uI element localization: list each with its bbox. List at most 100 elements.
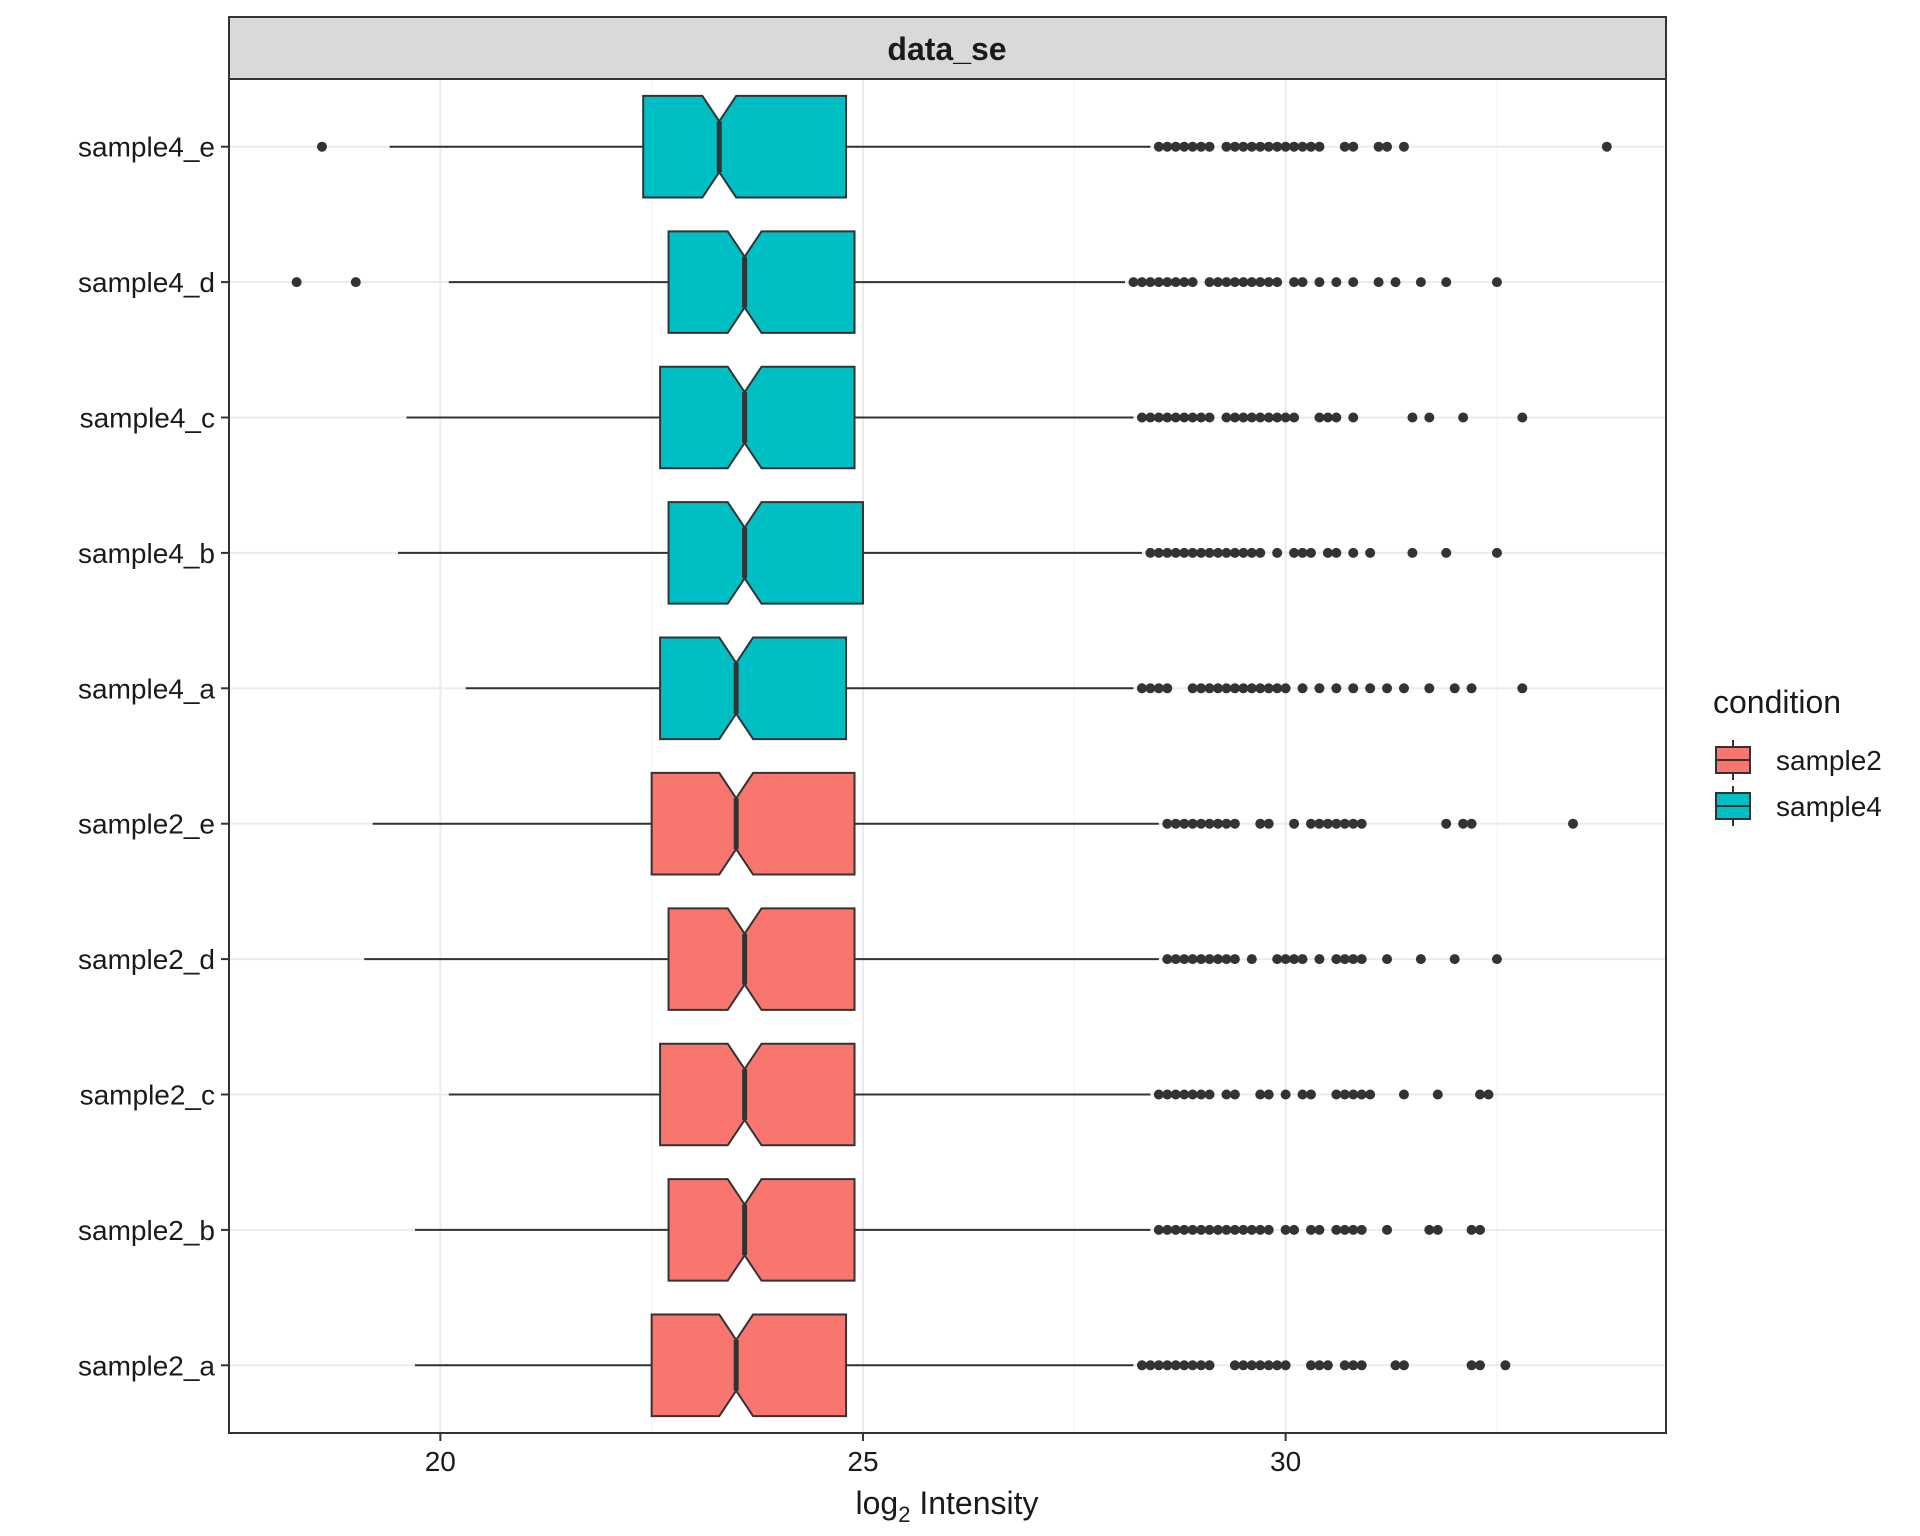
outlier-point [316,141,327,152]
outlier-point [1162,547,1173,558]
y-tick-label: sample4_b [78,538,215,569]
outlier-point [1348,818,1359,829]
outlier-point [1179,547,1190,558]
outlier-point [1170,141,1181,152]
outlier-point [350,277,361,288]
outlier-point [1415,954,1426,965]
outlier-point [1246,1360,1257,1371]
outlier-point [1255,277,1266,288]
box-sample2_e [372,771,1579,876]
outlier-point [1297,141,1308,152]
outlier-point [1365,1089,1376,1100]
outlier-point [1229,1089,1240,1100]
outlier-point [1170,818,1181,829]
box-body [642,94,848,199]
outlier-point [1348,277,1359,288]
outlier-point [1466,1360,1477,1371]
outlier-point [1187,818,1198,829]
outlier-point [1136,1360,1147,1371]
boxes [291,94,1612,1418]
outlier-point [1441,818,1452,829]
outlier-point [1170,412,1181,423]
outlier-point [1280,683,1291,694]
outlier-point [1348,412,1359,423]
outlier-point [1212,277,1223,288]
outlier-point [1280,1360,1291,1371]
outlier-point [1356,1224,1367,1235]
box-sample4_b [398,501,1502,605]
outlier-point [1272,141,1283,152]
outlier-point [1229,1360,1240,1371]
x-axis-title-subscript: 2 [898,1502,910,1527]
outlier-point [1196,547,1207,558]
outlier-point [1153,683,1164,694]
outlier-point [1229,412,1240,423]
outlier-point [1331,412,1342,423]
outlier-point [1212,1224,1223,1235]
outlier-point [1238,412,1249,423]
legend-entries: sample2 sample4 [1715,740,1882,826]
outlier-point [1204,1089,1215,1100]
outlier-point [1196,1224,1207,1235]
outlier-point [1314,412,1325,423]
outlier-point [1229,683,1240,694]
box-body [650,771,856,876]
outlier-point [1246,141,1257,152]
outlier-point [1348,683,1359,694]
outlier-point [1305,141,1316,152]
outlier-point [1145,412,1156,423]
outlier-point [1331,547,1342,558]
outlier-point [1491,547,1502,558]
outlier-point [1398,683,1409,694]
outlier-point [1229,277,1240,288]
outlier-point [1196,412,1207,423]
y-tick-label: sample4_e [78,132,215,163]
outlier-point [1196,818,1207,829]
outlier-point [1305,818,1316,829]
outlier-point [1221,954,1232,965]
outlier-point [1272,683,1283,694]
outlier-point [1458,412,1469,423]
outlier-point [1424,412,1435,423]
outlier-point [1272,547,1283,558]
outlier-point [291,277,302,288]
outlier-point [1162,141,1173,152]
y-tick-label: sample4_a [78,673,215,704]
outlier-point [1221,1089,1232,1100]
outlier-point [1246,683,1257,694]
box-sample2_a [414,1313,1511,1418]
outlier-point [1314,1224,1325,1235]
outlier-point [1238,1224,1249,1235]
outlier-point [1382,954,1393,965]
outlier-point [1314,683,1325,694]
outlier-point [1162,277,1173,288]
outlier-point [1305,1089,1316,1100]
box-sample4_d [291,230,1502,334]
outlier-point [1246,547,1257,558]
outlier-point [1339,1360,1350,1371]
outlier-point [1280,412,1291,423]
outlier-point [1322,1360,1333,1371]
outlier-point [1255,818,1266,829]
outlier-point [1348,1360,1359,1371]
outlier-point [1491,954,1502,965]
outlier-point [1196,141,1207,152]
outlier-point [1128,277,1139,288]
legend-label: sample2 [1776,745,1882,776]
outlier-point [1500,1360,1511,1371]
outlier-point [1221,683,1232,694]
box-body [667,501,864,605]
outlier-point [1314,954,1325,965]
outlier-point [1255,141,1266,152]
outlier-point [1179,954,1190,965]
outlier-point [1415,277,1426,288]
outlier-point [1255,1224,1266,1235]
outlier-point [1331,277,1342,288]
outlier-point [1356,818,1367,829]
outlier-point [1305,1224,1316,1235]
outlier-point [1466,1224,1477,1235]
outlier-point [1229,818,1240,829]
outlier-point [1331,683,1342,694]
outlier-point [1373,277,1384,288]
